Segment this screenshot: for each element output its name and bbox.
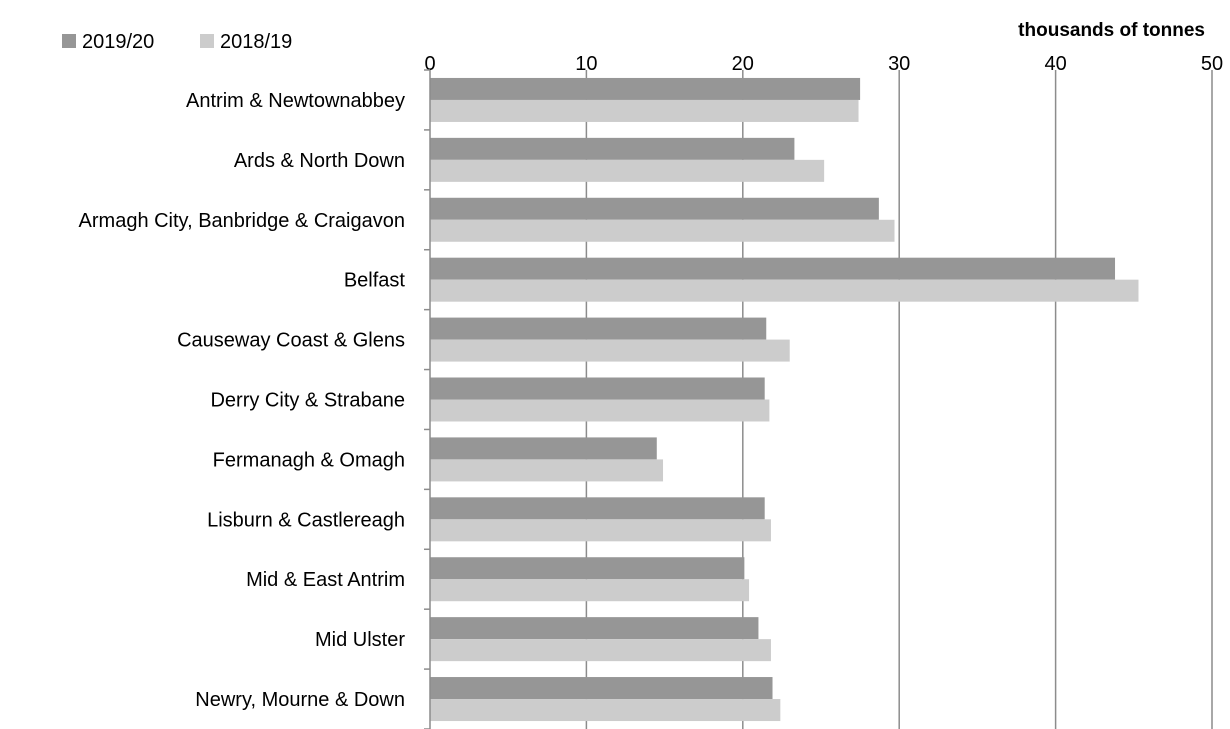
bar-series-1 xyxy=(430,497,765,520)
x-tick-label: 0 xyxy=(424,53,435,75)
bar-series-2 xyxy=(430,579,750,602)
category-label: Fermanagh & Omagh xyxy=(213,449,405,471)
axis-unit-label: thousands of tonnes xyxy=(1018,20,1205,41)
bar-series-1 xyxy=(430,77,861,100)
category-label: Causeway Coast & Glens xyxy=(177,330,405,352)
bar-series-1 xyxy=(430,677,773,700)
bar-series-2 xyxy=(430,699,781,722)
legend-swatch xyxy=(62,34,76,48)
category-label: Antrim & Newtownabbey xyxy=(186,90,405,112)
bar-series-2 xyxy=(430,399,770,422)
bar-series-2 xyxy=(430,279,1139,302)
bar-series-2 xyxy=(430,639,771,662)
x-tick-label: 20 xyxy=(732,53,754,75)
bar-series-1 xyxy=(430,617,759,640)
y-axis xyxy=(424,69,431,729)
category-label: Lisburn & Castlereagh xyxy=(207,509,405,531)
category-label: Mid & East Antrim xyxy=(246,569,405,591)
legend-label: 2019/20 xyxy=(82,31,154,53)
legend: 2019/20 2018/19 xyxy=(62,31,292,53)
bar-series-2 xyxy=(430,159,825,182)
category-label: Armagh City, Banbridge & Craigavon xyxy=(79,210,405,232)
bar-series-2 xyxy=(430,219,895,242)
bar-series-1 xyxy=(430,437,657,460)
bar-series-1 xyxy=(430,197,879,220)
category-label: Ards & North Down xyxy=(234,150,405,172)
legend-swatch xyxy=(200,34,214,48)
x-axis-ticks: 0 10 20 30 40 50 xyxy=(424,53,1223,75)
x-tick-label: 40 xyxy=(1044,53,1066,75)
category-label: Derry City & Strabane xyxy=(210,390,405,412)
bar-series-1 xyxy=(430,257,1116,280)
bar-series-2 xyxy=(430,459,664,482)
x-tick-label: 30 xyxy=(888,53,910,75)
bar-series-1 xyxy=(430,377,765,400)
category-label: Newry, Mourne & Down xyxy=(195,689,405,711)
x-tick-label: 50 xyxy=(1201,53,1223,75)
bars xyxy=(430,77,1139,722)
x-tick-label: 10 xyxy=(575,53,597,75)
bar-series-1 xyxy=(430,317,767,340)
category-label: Mid Ulster xyxy=(315,629,405,651)
legend-label: 2018/19 xyxy=(220,31,292,53)
bar-series-2 xyxy=(430,339,790,362)
bar-series-1 xyxy=(430,137,795,160)
bar-series-1 xyxy=(430,557,745,580)
category-labels: Antrim & Newtownabbey Ards & North Down Ar… xyxy=(79,90,406,711)
bar-series-2 xyxy=(430,519,771,542)
category-label: Belfast xyxy=(344,270,406,292)
bar-series-2 xyxy=(430,99,859,122)
